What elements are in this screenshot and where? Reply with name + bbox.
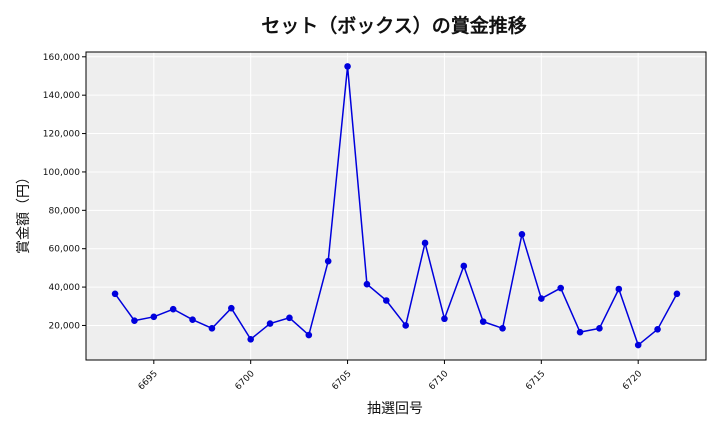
chart-title: セット（ボックス）の賞金推移 (261, 14, 526, 37)
data-point (441, 315, 448, 323)
data-point (266, 320, 274, 327)
x-tick-label: 6720 (621, 369, 644, 392)
y-tick-label: 100,000 (43, 168, 80, 178)
data-point (402, 322, 409, 329)
y-tick-label: 120,000 (43, 130, 80, 140)
y-tick-label: 20,000 (49, 321, 81, 331)
grid (86, 52, 706, 360)
x-tick-label: 6700 (234, 369, 257, 392)
data-point (518, 231, 526, 238)
data-point (247, 335, 254, 343)
plot-area (86, 52, 706, 360)
x-tick-label: 6710 (427, 369, 450, 392)
data-point (169, 305, 177, 313)
data-point (383, 297, 390, 304)
y-tick-label: 40,000 (49, 283, 81, 293)
data-point (479, 318, 487, 325)
data-point (654, 325, 661, 333)
data-point (634, 341, 642, 349)
y-axis-label: 賞金額（円） (16, 170, 32, 254)
data-point (596, 325, 603, 332)
y-tick-label: 140,000 (43, 91, 80, 101)
y-axis: 20,000 40,000 60,000 80,000 100,000 120,000 14… (43, 53, 86, 331)
y-tick-label: 80,000 (49, 206, 81, 216)
data-point (111, 290, 119, 298)
data-point (576, 328, 584, 336)
x-axis-label: 抽選回号 (367, 401, 423, 417)
plot-frame (85, 51, 707, 361)
data-point (344, 63, 351, 70)
data-point (228, 304, 235, 312)
x-axis: 6695 6700 6705 6710 6715 6720 (137, 360, 645, 392)
data-point (150, 313, 158, 321)
data-point (363, 280, 371, 288)
series-layer (111, 63, 681, 349)
data-point (460, 262, 468, 270)
data-point (189, 316, 196, 324)
data-point (499, 325, 506, 332)
x-tick-label: 6695 (137, 369, 160, 392)
data-point (286, 314, 293, 322)
data-point (421, 239, 429, 247)
data-point (208, 325, 216, 332)
y-tick-label: 60,000 (49, 245, 81, 255)
data-point (305, 331, 313, 339)
x-tick-label: 6715 (524, 369, 547, 392)
y-tick-label: 160,000 (43, 53, 80, 63)
data-point (557, 284, 564, 292)
data-point (673, 290, 681, 298)
data-point (538, 295, 545, 302)
data-point (615, 285, 623, 293)
data-point (131, 317, 138, 324)
data-point (324, 257, 332, 265)
x-tick-label: 6705 (330, 369, 353, 392)
